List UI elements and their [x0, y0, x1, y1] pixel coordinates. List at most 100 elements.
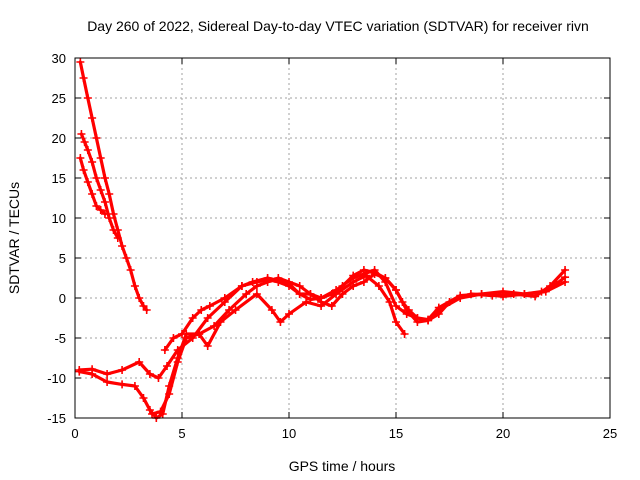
- x-tick-label: 15: [389, 426, 403, 441]
- data-point: [105, 214, 114, 222]
- series-line: [163, 268, 567, 352]
- data-point: [398, 298, 407, 306]
- data-point: [488, 291, 497, 300]
- data-point: [362, 271, 371, 280]
- data-point: [158, 410, 167, 418]
- x-tick-label: 10: [282, 426, 296, 441]
- data-point: [96, 206, 105, 214]
- data-point: [142, 306, 151, 314]
- data-point: [160, 346, 169, 354]
- data-point: [135, 358, 144, 366]
- data-point: [154, 374, 163, 382]
- data-point: [165, 382, 174, 390]
- y-axis-label: SDTVAR / TECUs: [6, 182, 22, 294]
- data-point: [434, 310, 443, 318]
- data-point: [327, 302, 336, 310]
- x-axis-label: GPS time / hours: [289, 458, 396, 474]
- x-tick-label: 0: [71, 426, 78, 441]
- data-point: [135, 294, 144, 302]
- y-tick-label: 15: [52, 171, 66, 186]
- data-point: [88, 370, 97, 378]
- y-tick-label: 30: [52, 51, 66, 66]
- data-point: [92, 202, 101, 210]
- series-steep-descent-c: [76, 154, 109, 218]
- data-point: [103, 370, 112, 378]
- data-point: [103, 378, 112, 386]
- x-tick-label: 20: [496, 426, 510, 441]
- data-point: [338, 282, 347, 290]
- data-point: [96, 154, 105, 162]
- data-point: [122, 254, 131, 262]
- y-tick-label: -15: [47, 411, 66, 426]
- data-point: [188, 314, 197, 322]
- series-steep-descent-a: [76, 58, 151, 314]
- y-tick-label: 25: [52, 91, 66, 106]
- data-point: [88, 114, 97, 122]
- data-point: [220, 294, 229, 302]
- data-point: [113, 234, 122, 242]
- data-point: [109, 226, 118, 234]
- series-line: [77, 268, 567, 380]
- data-point: [83, 178, 92, 186]
- data-point: [237, 282, 246, 290]
- data-point: [509, 290, 518, 298]
- data-point: [88, 190, 97, 198]
- data-point: [203, 314, 212, 322]
- data-point: [561, 278, 570, 286]
- data-point: [392, 302, 400, 310]
- data-point: [295, 290, 304, 298]
- data-point: [242, 290, 251, 298]
- y-tick-label: -10: [47, 371, 66, 386]
- x-tick-label: 5: [178, 426, 185, 441]
- axis-ticks: 0 5 10 15 20 25 -15 -10 -5 0 5 10 15 20 25 30: [47, 51, 617, 441]
- data-point: [130, 282, 139, 290]
- data-point: [100, 198, 109, 206]
- data-point: [76, 154, 85, 162]
- data-point: [139, 394, 148, 402]
- y-tick-label: 0: [59, 291, 66, 306]
- data-point: [252, 278, 261, 286]
- series-line: [148, 274, 407, 420]
- data-point: [100, 174, 109, 182]
- data-point: [404, 306, 413, 314]
- data-point: [424, 316, 433, 325]
- data-point: [546, 282, 555, 290]
- data-point: [96, 186, 105, 194]
- data-point: [79, 166, 88, 174]
- data-point: [83, 146, 92, 154]
- data-point: [385, 298, 394, 306]
- y-tick-label: 5: [59, 251, 66, 266]
- data-point: [92, 174, 101, 182]
- data-point: [100, 210, 109, 218]
- data-point: [285, 282, 293, 290]
- data-point: [76, 58, 85, 66]
- data-point: [561, 266, 570, 274]
- data-point: [130, 382, 139, 390]
- data-point: [118, 242, 127, 250]
- data-point: [349, 271, 358, 280]
- data-point: [92, 134, 101, 142]
- data-point: [392, 318, 400, 326]
- data-point: [252, 290, 261, 298]
- data-point: [203, 342, 212, 350]
- data-point: [295, 282, 304, 290]
- data-point: [79, 74, 88, 82]
- data-point: [118, 380, 127, 389]
- data-point: [276, 318, 285, 326]
- data-point: [126, 266, 135, 274]
- y-tick-label: 10: [52, 211, 66, 226]
- data-point: [77, 130, 86, 138]
- x-tick-label: 25: [603, 426, 617, 441]
- data-point: [105, 190, 114, 198]
- data-point: [88, 158, 97, 166]
- data-series: [75, 58, 570, 422]
- data-point: [317, 294, 326, 302]
- series-line: [79, 132, 120, 240]
- grid: [75, 58, 610, 418]
- y-tick-label: 20: [52, 131, 66, 146]
- data-point: [413, 314, 422, 322]
- series-main-d: [160, 266, 570, 354]
- data-point: [285, 310, 293, 318]
